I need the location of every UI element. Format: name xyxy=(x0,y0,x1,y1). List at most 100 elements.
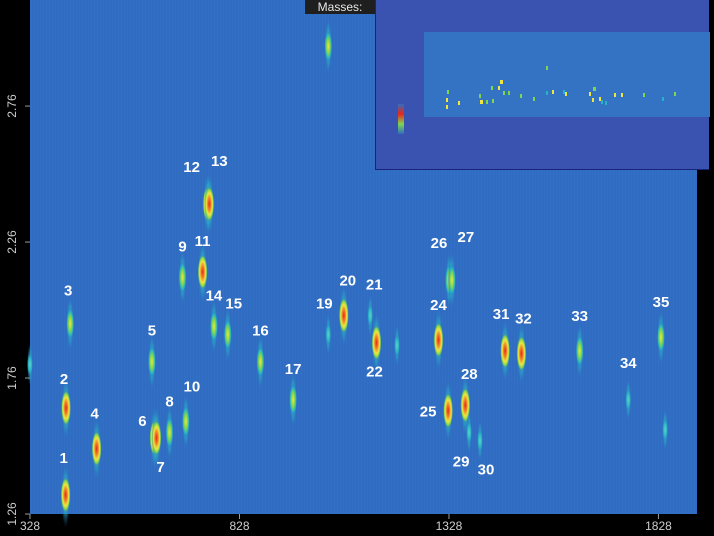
overview-spot xyxy=(500,79,503,84)
peak-labels-layer: 1234567891011121314151617181920212224252… xyxy=(59,0,669,479)
peak-29[interactable] xyxy=(466,410,473,455)
peak-24[interactable] xyxy=(433,307,444,373)
unlabeled-spot[interactable] xyxy=(662,408,669,452)
peak-label: 1 xyxy=(59,450,67,467)
overview-spot xyxy=(532,97,535,101)
y-tick-label: 1.76 xyxy=(5,366,19,390)
overview-spot xyxy=(507,91,510,96)
peak-label: 32 xyxy=(515,311,532,328)
peak-2[interactable] xyxy=(61,375,72,441)
overview-spot xyxy=(604,100,607,105)
peak-label: 22 xyxy=(366,364,383,381)
peak-17[interactable] xyxy=(289,370,298,429)
peak-label: 27 xyxy=(458,229,475,246)
peak-34[interactable] xyxy=(625,378,632,422)
peak-4[interactable] xyxy=(91,416,102,482)
overview-spot xyxy=(546,66,549,71)
peak-label: 34 xyxy=(620,355,637,372)
overview-spot xyxy=(593,86,596,91)
peak-33[interactable] xyxy=(575,322,584,380)
overview-spot xyxy=(502,90,505,95)
x-tick-label: 1328 xyxy=(436,519,463,533)
overview-spot xyxy=(592,97,595,102)
peak-27[interactable] xyxy=(447,251,456,309)
overview-spot xyxy=(445,105,448,110)
peak-label: 4 xyxy=(90,406,99,423)
overview-spot xyxy=(485,99,488,104)
overview-spot xyxy=(562,89,565,94)
overview-spot xyxy=(620,92,623,97)
peak-8[interactable] xyxy=(165,403,174,462)
overview-spot xyxy=(478,93,481,98)
overview-spot xyxy=(592,86,595,91)
overview-cursor-marker[interactable] xyxy=(398,104,404,134)
peak-label: 29 xyxy=(453,453,470,470)
peak-31[interactable] xyxy=(500,318,511,384)
peak-label: 25 xyxy=(420,404,437,421)
peak-label: 26 xyxy=(431,235,448,252)
peak-label: 24 xyxy=(430,297,447,314)
overview-spot xyxy=(520,93,523,98)
unlabeled-spot[interactable] xyxy=(394,323,401,367)
peak-22[interactable] xyxy=(371,310,382,376)
peak-18[interactable] xyxy=(324,17,333,76)
peak-1[interactable] xyxy=(60,462,71,528)
x-tick-label: 328 xyxy=(20,519,40,533)
peak-label: 20 xyxy=(339,272,356,289)
overview-spot xyxy=(599,97,602,102)
x-tick-label: 828 xyxy=(229,519,249,533)
peak-21[interactable] xyxy=(367,293,374,338)
peak-19[interactable] xyxy=(325,312,332,357)
overview-spot xyxy=(642,92,645,97)
peak-20[interactable] xyxy=(338,283,349,348)
overview-spot xyxy=(546,91,549,96)
peak-label: 14 xyxy=(206,287,223,304)
peak-label: 10 xyxy=(184,379,201,396)
peak-label: 28 xyxy=(461,366,478,383)
overview-spot xyxy=(661,97,664,101)
peak-label: 31 xyxy=(493,306,510,323)
peak-label: 30 xyxy=(478,462,495,479)
overview-spot xyxy=(588,91,591,96)
peak-30[interactable] xyxy=(476,418,483,463)
y-tick-label: 2.76 xyxy=(5,94,19,118)
overview-spot xyxy=(674,91,677,96)
window-title: Masses: xyxy=(305,0,375,14)
peak-9[interactable] xyxy=(178,248,187,307)
peak-label: 12 xyxy=(183,159,200,176)
y-tick-label: 2.26 xyxy=(5,230,19,254)
peak-label: 5 xyxy=(148,323,156,340)
overview-spot xyxy=(447,90,450,95)
peak-3[interactable] xyxy=(66,294,75,353)
peak-label: 13 xyxy=(211,153,228,170)
peak-label: 17 xyxy=(285,361,302,378)
peak-15[interactable] xyxy=(223,305,232,364)
overview-panel[interactable] xyxy=(375,0,710,170)
peak-label: 19 xyxy=(316,296,333,313)
peak-32[interactable] xyxy=(516,321,527,386)
peak-14[interactable] xyxy=(209,297,218,356)
peak-11[interactable] xyxy=(197,239,208,305)
peak-25[interactable] xyxy=(443,378,454,444)
peak-5[interactable] xyxy=(147,332,156,391)
peak-label: 6 xyxy=(138,413,146,430)
peak-35[interactable] xyxy=(656,308,665,367)
overview-spot xyxy=(491,98,494,103)
peak-16[interactable] xyxy=(256,332,265,391)
peak-7[interactable] xyxy=(151,405,162,471)
peak-13[interactable] xyxy=(204,171,215,237)
peak-label: 2 xyxy=(60,371,68,388)
unlabeled-spot[interactable] xyxy=(27,342,33,387)
overview-spot xyxy=(614,92,617,97)
peak-label: 3 xyxy=(64,283,72,300)
overview-spot xyxy=(498,85,501,90)
overview-viewport[interactable] xyxy=(424,32,710,117)
y-tick-label: 1.26 xyxy=(5,502,19,526)
peak-label: 11 xyxy=(195,233,211,250)
peak-label: 33 xyxy=(571,308,588,325)
peak-label: 15 xyxy=(225,296,242,313)
peak-10[interactable] xyxy=(181,392,190,451)
overview-spot xyxy=(480,100,483,105)
